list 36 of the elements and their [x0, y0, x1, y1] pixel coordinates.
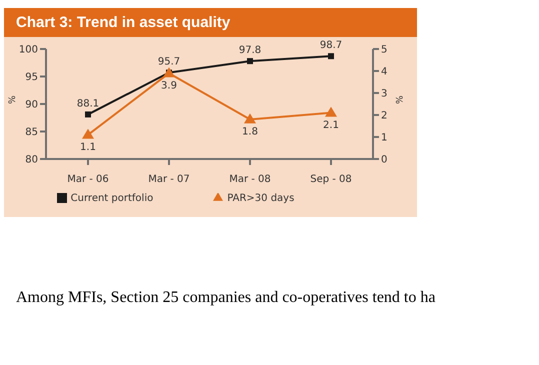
x-tick-label: Mar - 06 [67, 174, 109, 186]
point [82, 128, 94, 139]
legend-label: Current portfolio [70, 193, 154, 204]
y2-tick-label: 1 [381, 132, 388, 144]
y2-axis-title: % [392, 95, 403, 104]
x-tick-label: Sep - 08 [310, 174, 352, 186]
data-label: 88.1 [76, 98, 100, 110]
data-label: 3.9 [161, 80, 177, 92]
y-tick-label: 100 [18, 44, 38, 56]
data-label: 2.1 [323, 120, 339, 131]
point [85, 111, 91, 118]
point [325, 106, 337, 117]
data-label: 97.8 [238, 45, 262, 56]
text: Among MFIs, Section 25 companies and co-operatives tend to ha [15, 289, 436, 307]
y2-tick-label: 0 [381, 154, 388, 166]
y-tick-label: 85 [25, 127, 38, 138]
point [328, 53, 334, 60]
x-tick-label: Mar - 07 [148, 174, 190, 186]
point [247, 58, 253, 64]
legend-label: PAR>30 days [227, 193, 294, 204]
point [244, 113, 256, 124]
data-label: 1.8 [242, 126, 258, 138]
x-tick-label: Mar - 08 [229, 174, 271, 186]
y-tick-label: 95 [25, 72, 38, 84]
y2-tick-label: 2 [381, 110, 388, 122]
y-axis-title: % [8, 95, 18, 104]
data-label: 95.7 [158, 56, 180, 68]
y-tick-label: 90 [25, 100, 38, 111]
point [163, 67, 175, 78]
y2-tick-label: 4 [381, 66, 388, 78]
data-label: 98.7 [320, 40, 342, 52]
y-tick-label: 80 [25, 154, 38, 166]
y2-tick-label: 5 [381, 44, 388, 56]
chart-title: Chart 3: Trend in asset quality [4, 8, 417, 37]
data-label: 1.1 [80, 142, 96, 153]
y2-tick-label: 3 [381, 88, 388, 100]
